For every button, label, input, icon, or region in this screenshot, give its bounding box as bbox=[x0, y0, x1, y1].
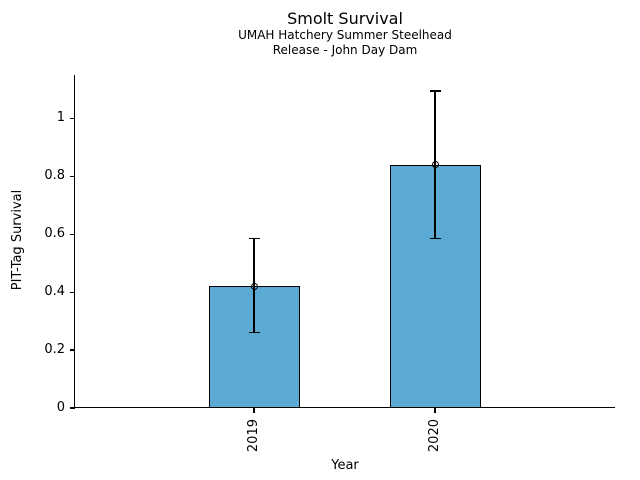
error-bar-cap-top bbox=[248, 237, 260, 240]
y-tick-label: 0.4 bbox=[44, 284, 65, 300]
y-tick bbox=[70, 175, 75, 177]
x-tick-label: 2020 bbox=[427, 419, 442, 453]
chart-title: Smolt Survival bbox=[287, 9, 403, 28]
x-tick bbox=[434, 408, 436, 413]
x-tick bbox=[253, 408, 255, 413]
chart-subtitle-line1: UMAH Hatchery Summer Steelhead bbox=[238, 28, 452, 42]
y-tick-label: 0.2 bbox=[44, 342, 65, 358]
y-tick bbox=[70, 349, 75, 351]
y-tick-label: 0.6 bbox=[44, 226, 65, 242]
y-tick-label: 0.8 bbox=[44, 168, 65, 184]
y-tick bbox=[70, 233, 75, 235]
point-marker bbox=[250, 282, 258, 290]
error-bar-cap-bottom bbox=[248, 331, 260, 334]
y-tick-label: 0 bbox=[56, 400, 65, 415]
point-marker bbox=[431, 161, 439, 169]
chart-subtitle-line2: Release - John Day Dam bbox=[272, 43, 418, 57]
x-axis-label: Year bbox=[331, 458, 359, 473]
x-tick-label: 2019 bbox=[246, 419, 261, 453]
title-block: Smolt Survival UMAH Hatchery Summer Stee… bbox=[75, 9, 615, 58]
y-tick bbox=[70, 117, 75, 120]
error-bar-cap-top bbox=[429, 90, 441, 92]
y-tick bbox=[70, 407, 75, 409]
error-bar-cap-bottom bbox=[429, 237, 441, 240]
y-tick-label: 1 bbox=[56, 110, 65, 126]
y-tick bbox=[70, 291, 75, 293]
y-axis-line bbox=[73, 75, 75, 409]
x-axis-line bbox=[73, 406, 615, 408]
